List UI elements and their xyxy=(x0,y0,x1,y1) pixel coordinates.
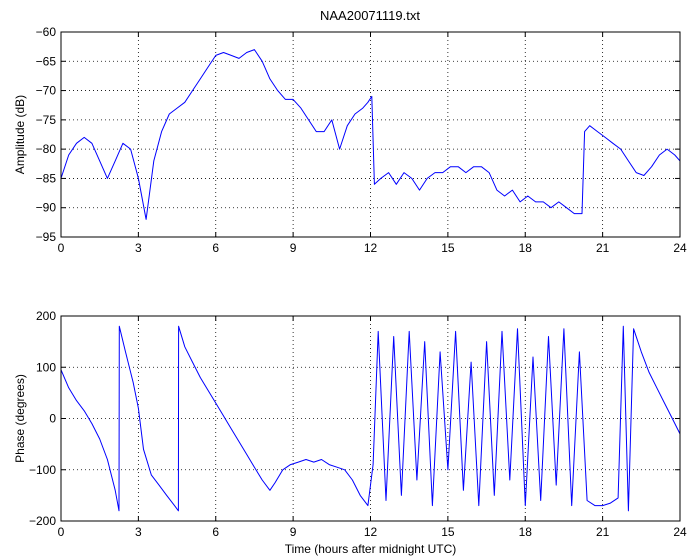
amplitude-xtick-label: 6 xyxy=(212,241,219,255)
phase-ytick-label: 200 xyxy=(36,309,56,323)
amplitude-xtick-label: 0 xyxy=(58,241,65,255)
amplitude-ytick-label: −60 xyxy=(36,25,57,39)
phase-xtick-label: 15 xyxy=(441,525,455,539)
phase-panel: 0 3 6 9 12 15 18 21 24 −200 −100 0 100 200 Phase (degr… xyxy=(13,309,687,556)
phase-ytick-label: 100 xyxy=(36,360,56,374)
phase-xtick-label: 0 xyxy=(58,525,65,539)
amplitude-ytick-label: −70 xyxy=(36,84,57,98)
phase-xtick-label: 3 xyxy=(135,525,142,539)
amplitude-xtick-label: 18 xyxy=(519,241,533,255)
amplitude-xtick-label: 3 xyxy=(135,241,142,255)
amplitude-xtick-label: 21 xyxy=(596,241,610,255)
phase-xlabel: Time (hours after midnight UTC) xyxy=(285,542,457,556)
amplitude-ylabel: Amplitude (dB) xyxy=(13,95,27,174)
amplitude-ytick-label: −90 xyxy=(36,201,57,215)
phase-xtick-label: 6 xyxy=(212,525,219,539)
phase-xtick-label: 12 xyxy=(364,525,378,539)
phase-xtick-label: 21 xyxy=(596,525,610,539)
phase-xtick-label: 18 xyxy=(519,525,533,539)
amplitude-xtick-label: 24 xyxy=(673,241,687,255)
amplitude-ytick-label: −80 xyxy=(36,142,57,156)
amplitude-xtick-label: 12 xyxy=(364,241,378,255)
phase-xtick-label: 24 xyxy=(673,525,687,539)
phase-series-line xyxy=(60,325,681,512)
amplitude-ytick-label: −65 xyxy=(36,54,57,68)
amplitude-series-line xyxy=(60,49,681,220)
phase-xtick-label: 9 xyxy=(290,525,297,539)
amplitude-panel: 0 3 6 9 12 15 18 21 24 −95 −90 −85 −80 −75 −70 −65 −60 Am… xyxy=(13,25,687,255)
amplitude-xtick-label: 9 xyxy=(290,241,297,255)
phase-ytick-label: 0 xyxy=(49,412,56,426)
phase-ytick-label: −200 xyxy=(29,514,56,528)
phase-ytick-label: −100 xyxy=(29,463,56,477)
chart-title: NAA20071119.txt xyxy=(320,8,420,23)
phase-ylabel: Phase (degrees) xyxy=(13,374,27,463)
amplitude-ytick-label: −85 xyxy=(36,171,57,185)
amplitude-ytick-label: −75 xyxy=(36,113,57,127)
amplitude-xtick-label: 15 xyxy=(441,241,455,255)
amplitude-ytick-label: −95 xyxy=(36,230,57,244)
